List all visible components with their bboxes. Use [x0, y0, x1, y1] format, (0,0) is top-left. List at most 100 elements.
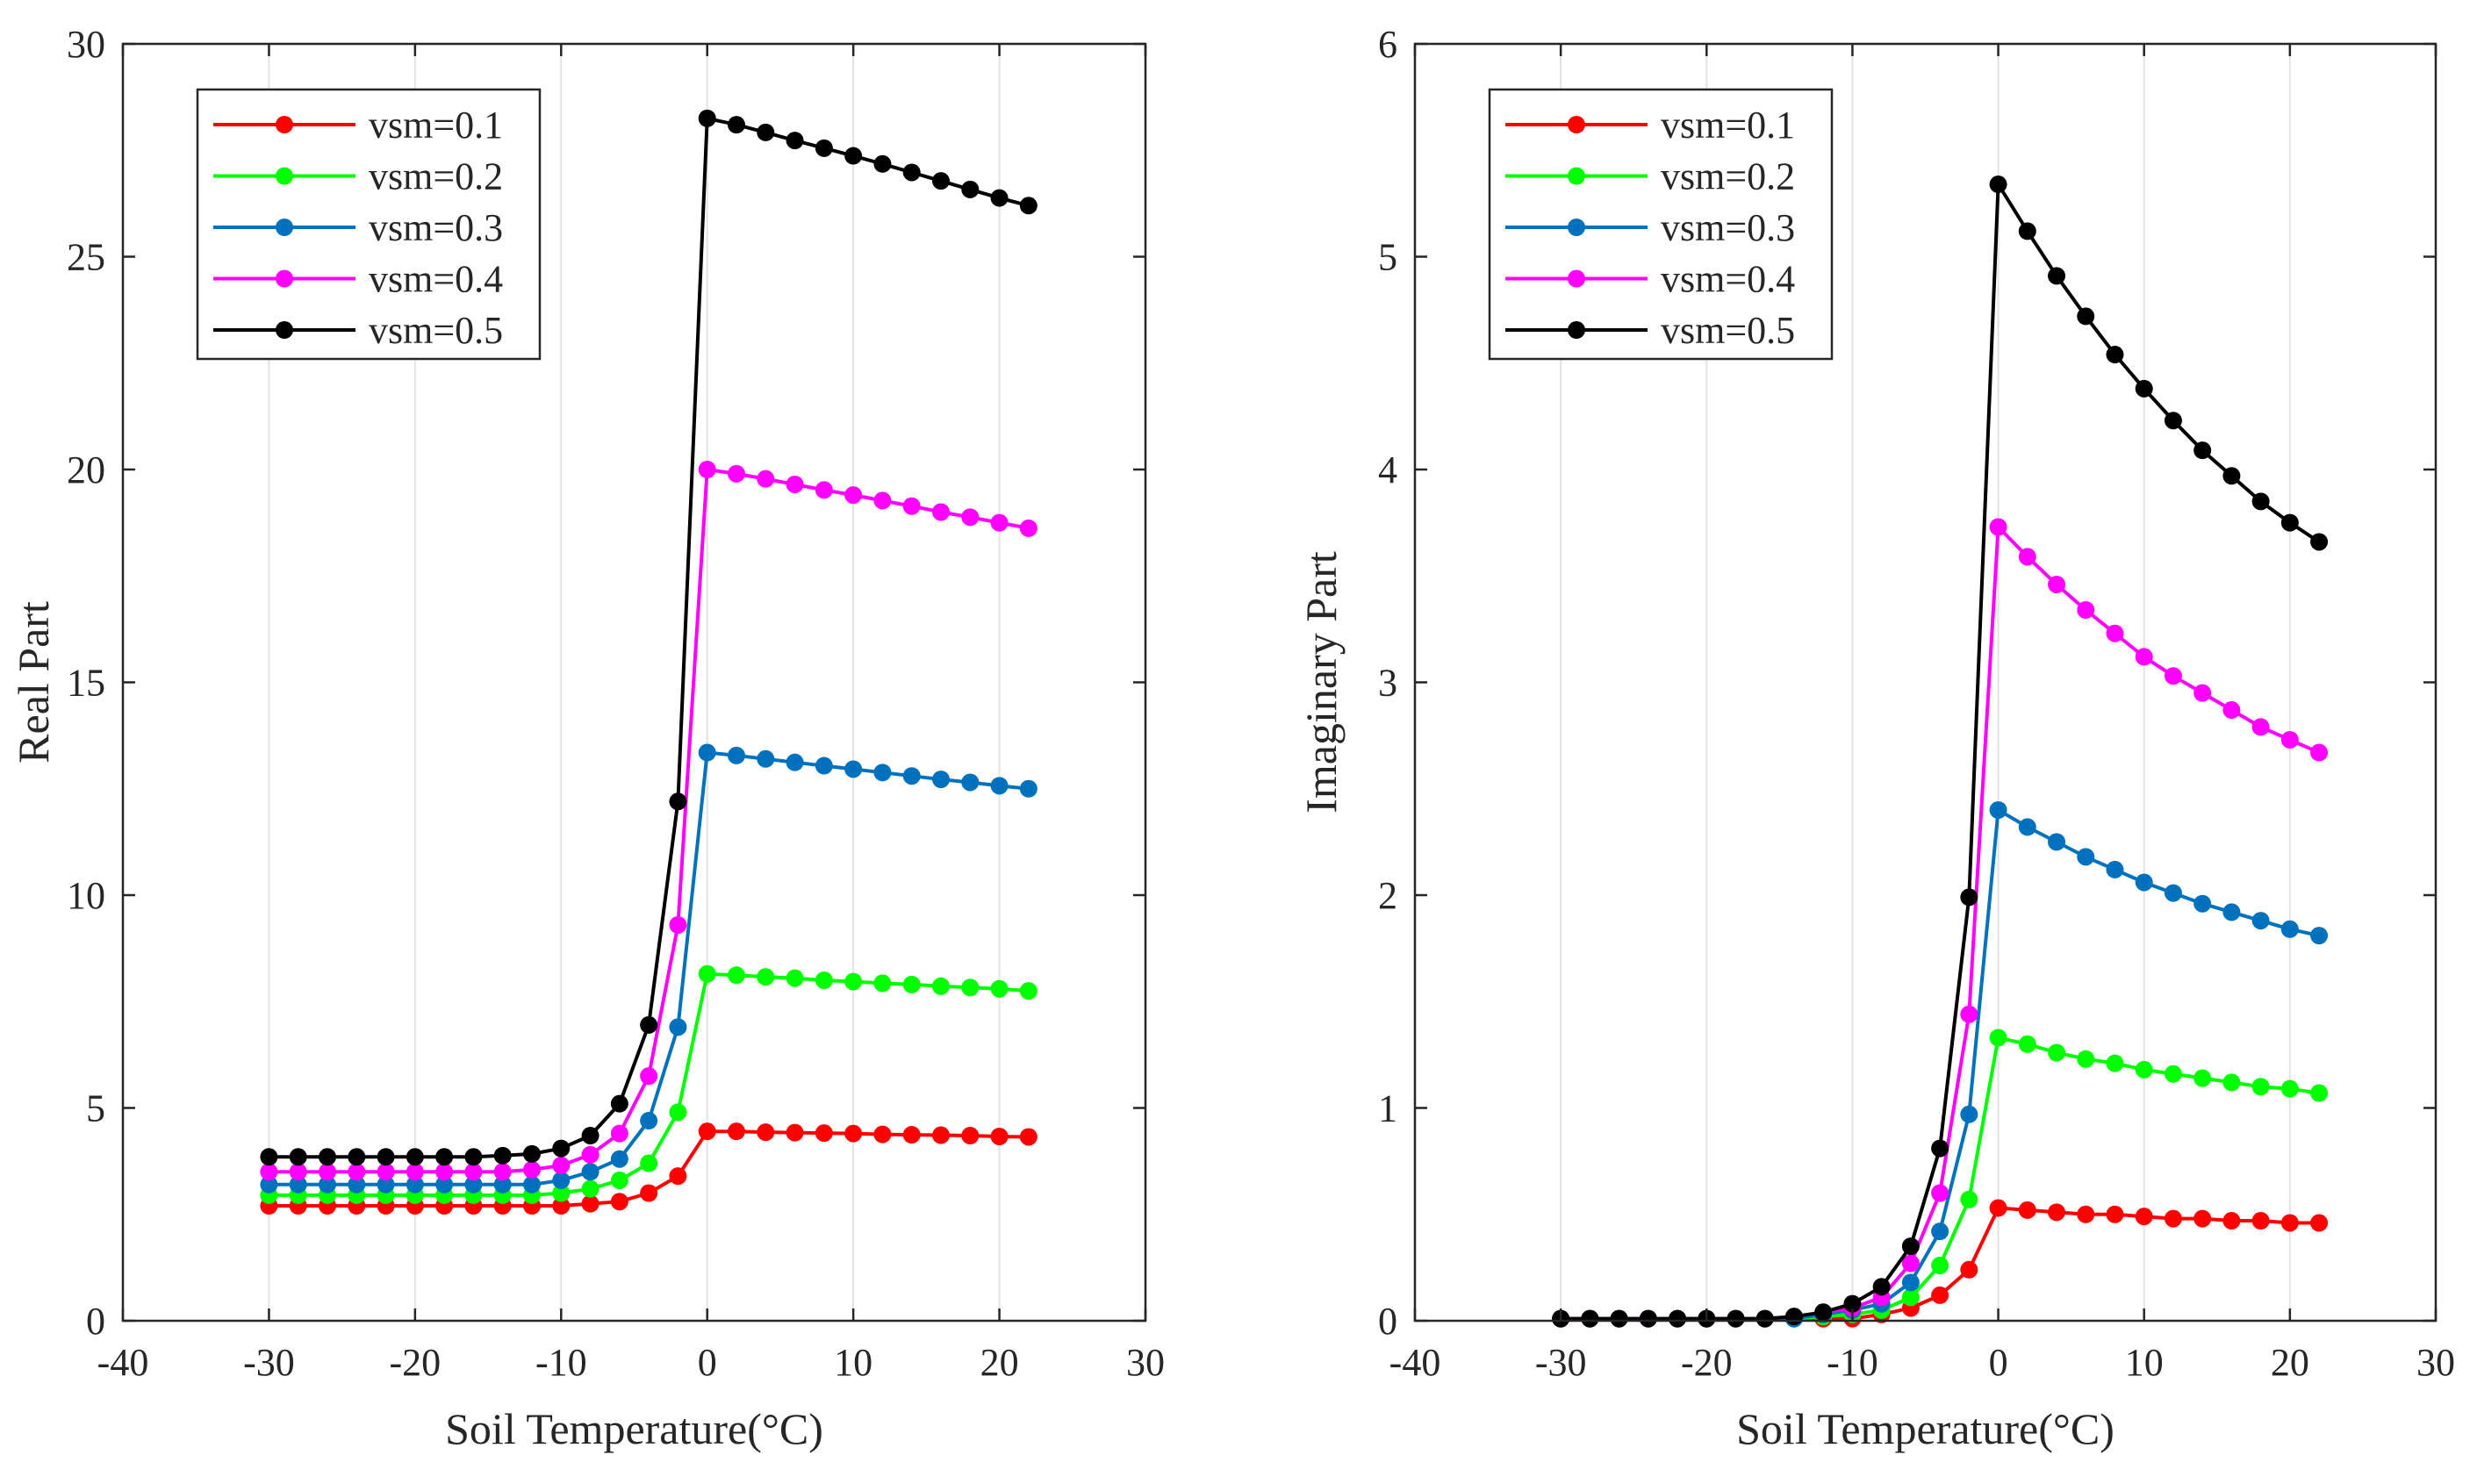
real-data-point: [581, 1127, 600, 1145]
real-y-tick-label: 25: [67, 236, 105, 279]
real-data-point: [552, 1156, 571, 1174]
imag-data-point: [2193, 1069, 2212, 1087]
real-data-point: [902, 163, 921, 182]
imag-data-point: [1901, 1288, 1920, 1307]
imag-data-point: [2222, 903, 2241, 921]
real-data-point: [786, 1123, 804, 1142]
real-data-point: [873, 1125, 892, 1143]
imag-data-point: [2048, 267, 2066, 285]
imag-data-point: [1610, 1309, 1628, 1328]
real-data-point: [757, 470, 775, 488]
real-data-point: [844, 1124, 863, 1143]
real-data-point: [610, 1171, 628, 1189]
imag-legend-label: vsm=0.1: [1661, 104, 1795, 147]
real-data-point: [815, 139, 833, 157]
real-data-point: [493, 1146, 512, 1165]
imag-data-point: [1901, 1254, 1920, 1273]
real-series-layer: [260, 109, 1037, 1215]
imag-data-point: [2280, 920, 2299, 938]
real-y-tick-label: 20: [67, 448, 105, 491]
imag-data-point: [1639, 1309, 1657, 1328]
real-legend-swatch-marker: [276, 167, 293, 185]
real-data-point: [319, 1163, 336, 1181]
imag-data-point: [2106, 860, 2124, 878]
real-data-point: [873, 764, 892, 782]
real-data-point: [698, 964, 716, 983]
imag-data-point: [2310, 1214, 2329, 1232]
real-data-point: [610, 1124, 628, 1143]
real-data-point: [1019, 1128, 1037, 1146]
real-data-point: [990, 979, 1009, 998]
imag-data-point: [1960, 1190, 1978, 1208]
real-data-point: [932, 1126, 950, 1144]
real-x-tick-label: 30: [1126, 1341, 1165, 1384]
real-data-point: [581, 1179, 600, 1198]
imag-data-point: [2106, 1054, 2124, 1072]
imag-data-point: [2251, 492, 2270, 511]
imag-data-point: [2280, 513, 2299, 532]
imag-data-point: [1931, 1222, 1949, 1241]
real-data-point: [961, 773, 980, 792]
real-data-point: [348, 1175, 366, 1194]
imag-y-tick-label: 0: [1378, 1300, 1397, 1343]
real-data-point: [289, 1163, 307, 1181]
real-x-tick-label: 10: [834, 1341, 872, 1384]
imag-legend-label: vsm=0.2: [1661, 155, 1795, 198]
real-legend-box: [196, 88, 542, 361]
imag-y-tick-label: 5: [1378, 236, 1397, 279]
real-data-point: [698, 1122, 716, 1141]
real-data-point: [610, 1193, 628, 1211]
imag-data-point: [2164, 884, 2182, 902]
imag-data-point: [2251, 1078, 2270, 1096]
real-data-point: [990, 777, 1009, 795]
imag-data-point: [2018, 1035, 2036, 1053]
real-data-point: [640, 1112, 658, 1130]
real-data-point: [669, 1018, 687, 1036]
real-data-point: [786, 132, 804, 150]
real-legend-label: vsm=0.5: [369, 309, 503, 352]
real-data-point: [1019, 779, 1037, 798]
imag-y-tick-label: 3: [1378, 662, 1397, 705]
imag-y-tick-label: 1: [1378, 1087, 1397, 1130]
imag-legend-item: vsm=0.2: [1505, 155, 1795, 198]
real-data-point: [669, 792, 687, 811]
imag-data-point: [2106, 624, 2124, 642]
real-data-point: [902, 767, 921, 785]
imag-data-point: [2164, 667, 2182, 685]
real-x-axis-label: Soil Temperature(°C): [445, 1404, 823, 1453]
real-data-point: [610, 1094, 628, 1113]
imag-data-point: [2222, 1073, 2241, 1092]
real-x-tick-label: 0: [698, 1341, 717, 1384]
real-data-point: [698, 109, 716, 127]
imag-y-tick-label: 4: [1378, 448, 1397, 491]
real-data-point: [377, 1175, 395, 1194]
real-data-point: [581, 1145, 600, 1164]
imag-data-point: [2164, 1065, 2182, 1083]
imag-legend-item: vsm=0.4: [1505, 258, 1795, 301]
real-data-point: [1019, 197, 1037, 215]
real-data-point: [728, 116, 745, 134]
imag-data-point: [2251, 1212, 2270, 1230]
real-data-point: [464, 1175, 483, 1194]
real-data-point: [289, 1148, 307, 1166]
imag-legend-label: vsm=0.5: [1661, 309, 1795, 352]
real-data-point: [728, 966, 745, 985]
imag-data-point: [1931, 1139, 1949, 1158]
real-legend-label: vsm=0.4: [369, 258, 503, 301]
imag-data-point: [2251, 718, 2270, 736]
real-data-point: [348, 1148, 366, 1166]
imag-data-point: [2222, 701, 2241, 720]
imag-x-axis-label: Soil Temperature(°C): [1736, 1404, 2114, 1453]
real-legend-item: vsm=0.5: [213, 309, 503, 352]
imag-data-point: [1989, 1199, 2007, 1217]
imag-data-point: [1931, 1184, 1949, 1202]
imag-data-point: [1727, 1309, 1745, 1328]
real-data-point: [1019, 519, 1037, 537]
imag-legend-swatch-marker: [1568, 116, 1585, 133]
imag-data-point: [2193, 684, 2212, 702]
real-data-point: [844, 760, 863, 778]
real-data-point: [640, 1015, 658, 1034]
real-data-point: [464, 1163, 483, 1181]
real-data-point: [728, 746, 745, 764]
imag-x-tick-label: -40: [1389, 1341, 1441, 1384]
